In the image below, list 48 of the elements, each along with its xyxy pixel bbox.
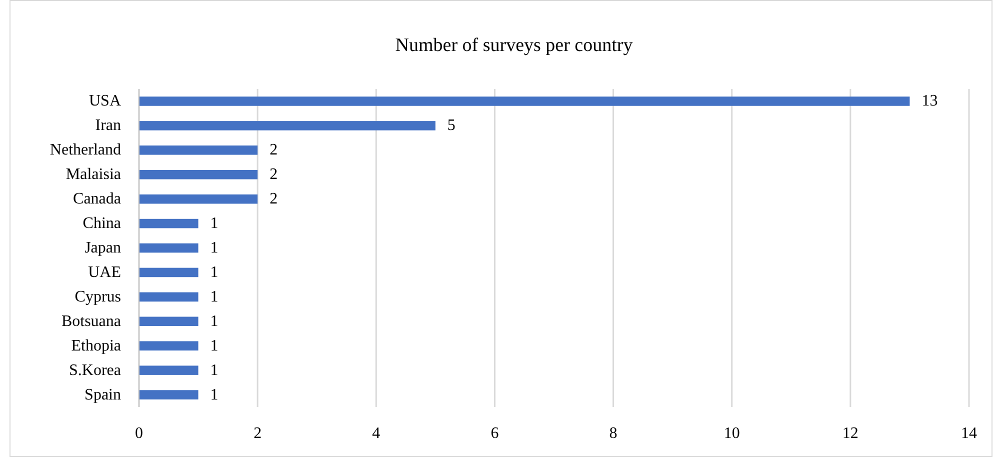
- y-tick-label: Ethopia: [71, 337, 121, 354]
- bar: [139, 121, 436, 130]
- data-label: 1: [210, 240, 218, 256]
- y-tick-label: Botsuana: [61, 312, 121, 330]
- data-label: 1: [210, 362, 218, 379]
- y-tick-label: Cyprus: [74, 288, 121, 306]
- bar: [139, 268, 198, 278]
- y-tick-label: Canada: [73, 190, 121, 208]
- data-label: 1: [210, 264, 218, 281]
- data-label: 2: [270, 166, 278, 184]
- y-tick-label: USA: [88, 92, 122, 110]
- data-label: 1: [210, 337, 218, 354]
- data-label: 2: [270, 190, 278, 208]
- y-tick-label: Japan: [84, 240, 121, 256]
- bar: [139, 146, 258, 155]
- chart-title: Number of surveys per country: [395, 35, 634, 56]
- y-tick-label: Malaisia: [66, 166, 121, 184]
- y-tick-label: China: [82, 215, 121, 232]
- bar: [139, 390, 198, 400]
- y-tick-label: Netherland: [50, 142, 121, 159]
- y-tick-label: UAE: [88, 264, 121, 281]
- x-tick-label: 8: [609, 425, 618, 442]
- bar: [139, 316, 198, 326]
- bar: [139, 243, 198, 253]
- x-tick-label: 2: [254, 425, 262, 442]
- x-tick-label: 10: [724, 425, 740, 442]
- bar: [139, 170, 258, 180]
- x-tick-label: 0: [135, 425, 143, 442]
- data-label: 5: [447, 117, 456, 134]
- bar: [139, 366, 198, 375]
- bar: [139, 341, 198, 350]
- x-tick-label: 4: [372, 425, 380, 442]
- data-label: 2: [270, 142, 278, 159]
- data-label: 1: [210, 288, 218, 306]
- y-tick-label: Iran: [95, 117, 121, 134]
- bar: [139, 96, 910, 106]
- y-tick-label: S.Korea: [69, 362, 121, 379]
- x-tick-label: 12: [842, 425, 858, 442]
- bar: [139, 218, 198, 228]
- data-label: 1: [210, 386, 218, 404]
- data-label: 13: [922, 92, 938, 110]
- bar: [139, 292, 198, 302]
- bar: [139, 194, 258, 204]
- x-tick-label: 6: [490, 425, 499, 442]
- data-label: 1: [210, 312, 218, 330]
- data-label: 1: [210, 215, 218, 232]
- x-tick-label: 14: [961, 425, 977, 442]
- y-tick-label: Spain: [84, 386, 121, 404]
